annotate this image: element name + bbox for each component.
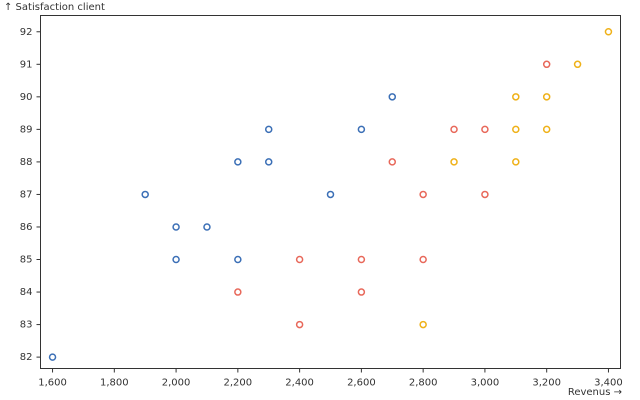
point (542, 125, 551, 134)
point (573, 60, 582, 69)
y-tick-label: 83 (20, 320, 33, 331)
point (542, 93, 551, 101)
x-tick-label: 1,800 (100, 378, 129, 389)
point (234, 158, 242, 166)
y-tick-label: 90 (20, 92, 33, 103)
point (141, 190, 149, 199)
y-tick-label: 87 (20, 189, 33, 200)
point (481, 125, 489, 134)
point (388, 158, 397, 166)
y-tick-label: 82 (20, 352, 33, 363)
point (264, 158, 273, 166)
point (357, 288, 366, 296)
x-tick-label: 1,600 (38, 378, 67, 389)
point (295, 255, 304, 264)
point (388, 93, 397, 101)
y-tick-label: 92 (20, 27, 33, 38)
y-tick-label: 85 (20, 255, 33, 266)
point (419, 255, 427, 264)
y-tick-label: 86 (20, 222, 33, 233)
x-tick-label: 2,400 (285, 378, 314, 389)
x-tick-label: 2,800 (409, 378, 438, 389)
y-axis-label: ↑ Satisfaction client (4, 2, 105, 13)
point (512, 125, 520, 134)
x-tick-label: 2,600 (347, 378, 376, 389)
point (419, 190, 427, 199)
point (264, 125, 273, 134)
point (203, 223, 211, 231)
plot-frame (40, 15, 621, 369)
point (357, 125, 366, 134)
point (512, 158, 520, 166)
point (172, 255, 180, 264)
x-tick-label: 3,200 (532, 378, 561, 389)
x-tick-label: 3,000 (471, 378, 500, 389)
point (481, 190, 489, 199)
point (326, 190, 335, 199)
x-tick-label: 2,200 (224, 378, 253, 389)
x-axis-label: Revenus → (568, 387, 622, 398)
point (357, 255, 366, 264)
point (542, 60, 551, 69)
x-tick-label: 3,400 (594, 378, 623, 389)
point (450, 158, 458, 166)
point (450, 125, 458, 134)
y-tick-label: 91 (20, 59, 33, 70)
point (512, 93, 520, 101)
x-tick-label: 2,000 (162, 378, 191, 389)
point (419, 320, 427, 329)
point (172, 223, 180, 231)
point (604, 28, 613, 36)
y-tick-label: 89 (20, 124, 33, 135)
y-tick-label: 88 (20, 157, 33, 168)
point (48, 353, 57, 361)
point (295, 320, 304, 329)
point (234, 288, 242, 296)
point (234, 255, 242, 264)
y-tick-label: 84 (20, 287, 33, 298)
